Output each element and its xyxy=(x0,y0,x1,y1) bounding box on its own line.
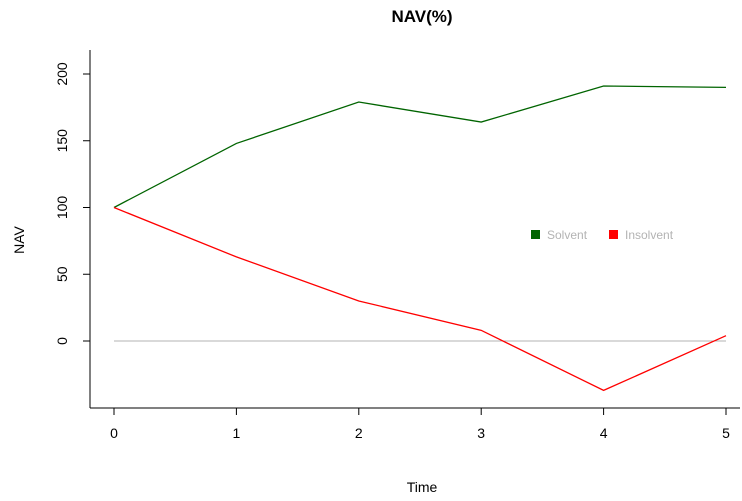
y-axis-label: NAV xyxy=(11,225,27,253)
legend-label-solvent: Solvent xyxy=(547,228,588,242)
x-tick-label: 4 xyxy=(600,425,608,441)
x-tick-label: 0 xyxy=(110,425,118,441)
series-lines xyxy=(113,85,727,392)
y-tick-label: 0 xyxy=(54,337,70,345)
legend-label-insolvent: Insolvent xyxy=(625,228,674,242)
legend-swatch-insolvent xyxy=(609,230,618,239)
y-tick-label: 50 xyxy=(54,266,70,282)
legend: Solvent Insolvent xyxy=(531,228,674,242)
y-tick-label: 150 xyxy=(54,129,70,153)
x-axis-label: Time xyxy=(407,479,438,495)
x-tick-label: 3 xyxy=(477,425,485,441)
y-tick-label: 100 xyxy=(54,196,70,220)
series-line-insolvent xyxy=(113,206,727,392)
plot-area xyxy=(89,50,740,409)
x-tick-label: 5 xyxy=(722,425,730,441)
y-tick-label: 200 xyxy=(54,62,70,86)
x-tick-label: 1 xyxy=(233,425,241,441)
x-tick-label: 2 xyxy=(355,425,363,441)
chart-title: NAV(%) xyxy=(391,7,452,26)
legend-swatch-solvent xyxy=(531,230,540,239)
series-line-solvent xyxy=(113,85,727,209)
